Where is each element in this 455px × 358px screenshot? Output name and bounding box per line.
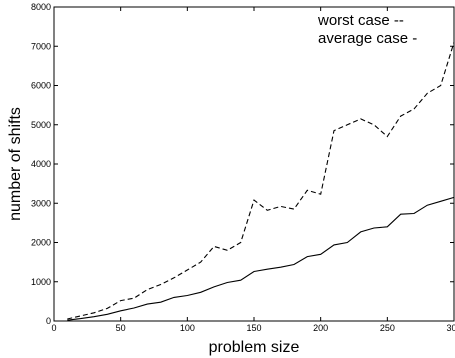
x-tick-label: 150 — [246, 323, 261, 333]
y-tick-label: 8000 — [31, 2, 51, 12]
y-tick-label: 3000 — [31, 198, 51, 208]
y-axis-label: number of shifts — [7, 107, 24, 221]
plot-area — [53, 6, 455, 322]
legend: worst case -- average case - — [317, 12, 417, 47]
x-tick-label: 300 — [446, 323, 455, 333]
y-tick-label: 4000 — [31, 159, 51, 169]
y-tick-label: 5000 — [31, 120, 51, 130]
legend-average-case: average case - — [318, 30, 417, 47]
x-tick-label: 250 — [380, 323, 395, 333]
series-layer — [67, 42, 455, 321]
x-tick-label: 50 — [116, 323, 126, 333]
x-tick-label: 100 — [180, 323, 195, 333]
x-tick-label: 0 — [51, 323, 56, 333]
y-tick-label: 6000 — [31, 81, 51, 91]
y-tick-label: 0 — [46, 316, 51, 326]
y-tick-label: 1000 — [31, 277, 51, 287]
x-tick-label: 200 — [313, 323, 328, 333]
axis-ticks: 0501001502002503000100020003000400050006… — [31, 2, 455, 333]
y-tick-label: 7000 — [31, 41, 51, 51]
y-tick-label: 2000 — [31, 238, 51, 248]
average-case-line — [67, 196, 455, 321]
legend-worst-case: worst case -- — [317, 12, 404, 29]
worst-case-line — [67, 42, 455, 320]
x-axis-label: problem size — [209, 339, 300, 356]
